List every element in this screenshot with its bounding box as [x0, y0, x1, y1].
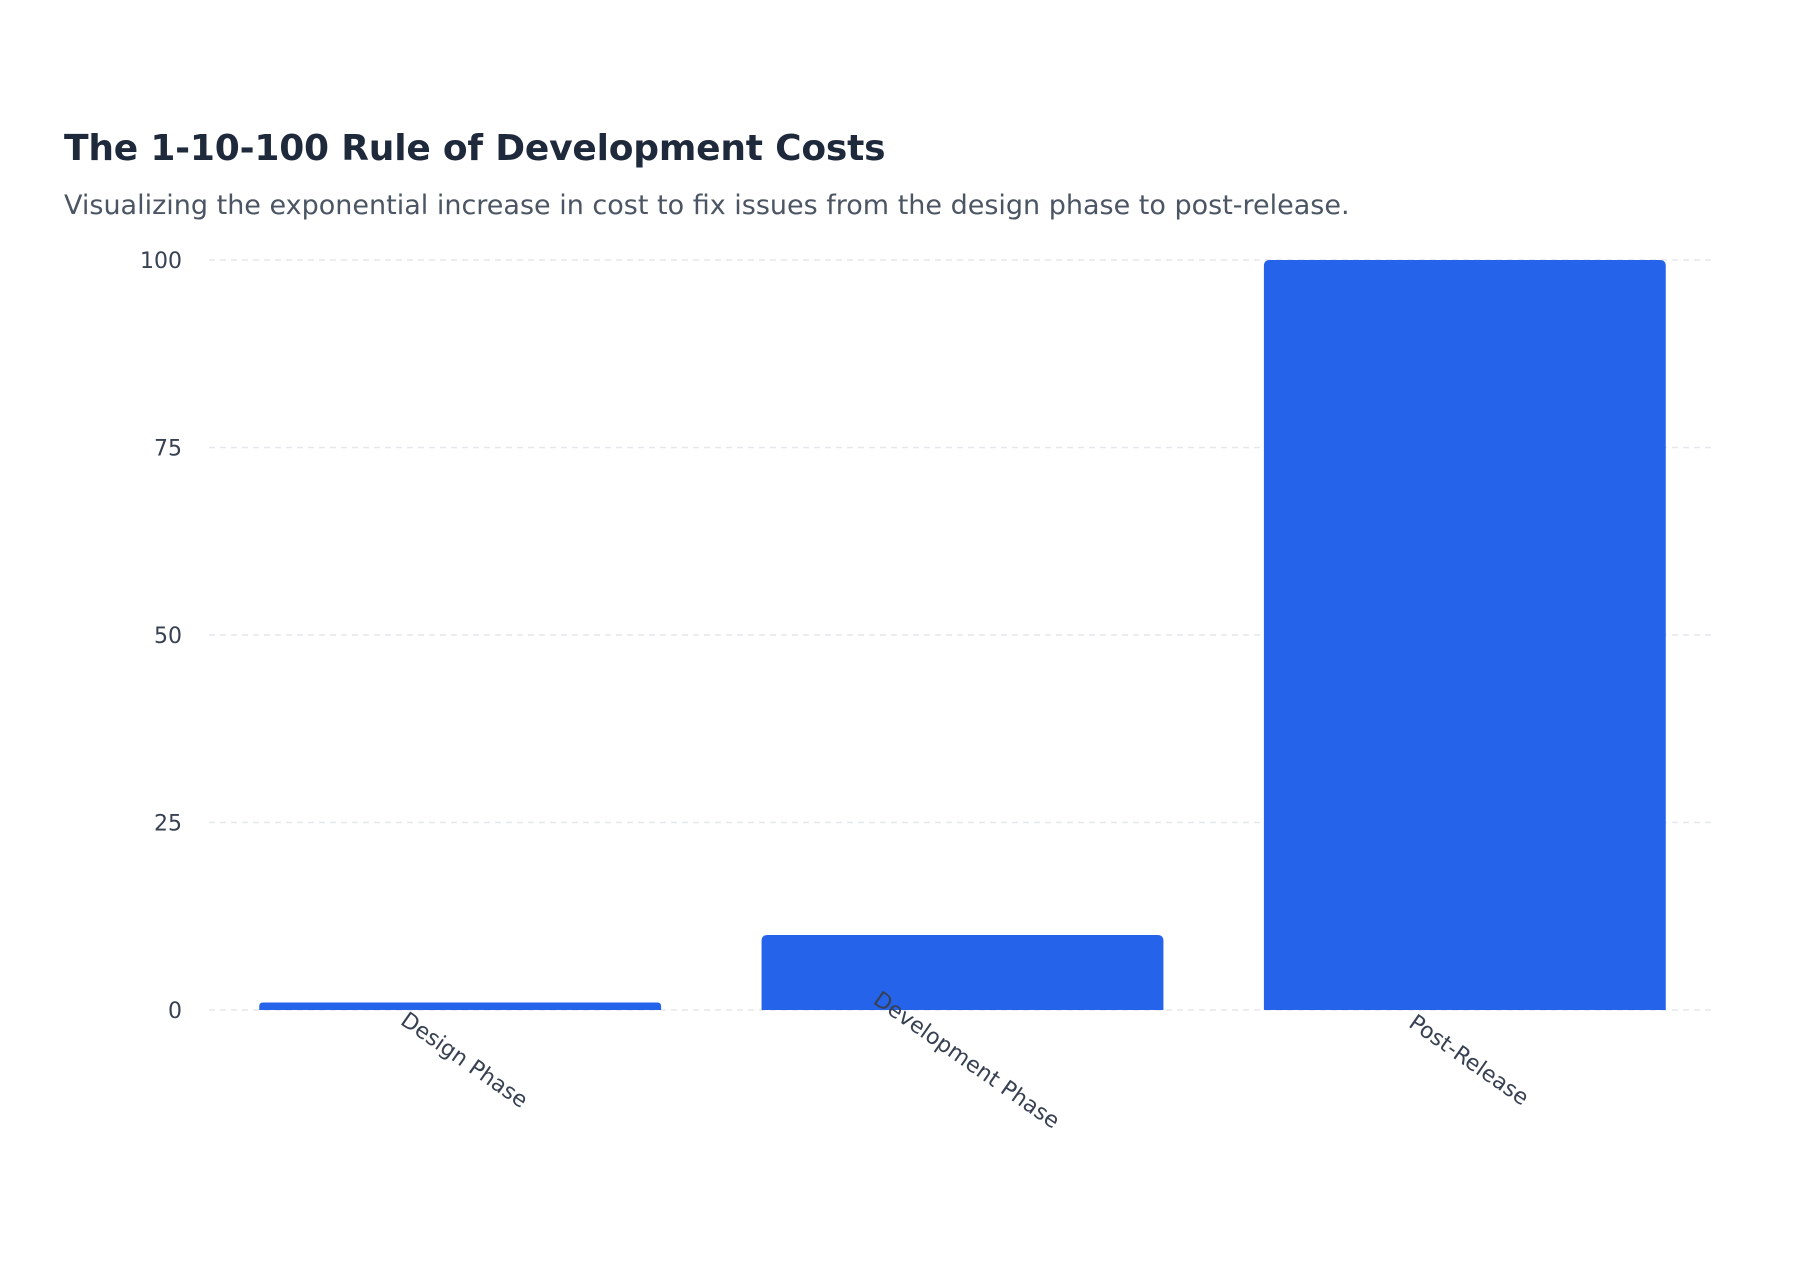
y-tick-label: 0 [168, 999, 182, 1024]
x-tick-label: Design Phase [396, 1008, 532, 1114]
y-tick-label: 100 [140, 249, 182, 274]
x-tick-label: Post-Release [1404, 1010, 1533, 1111]
y-tick-label: 75 [154, 437, 182, 462]
bar[interactable] [761, 935, 1164, 1010]
chart-title: The 1-10-100 Rule of Development Costs [64, 128, 886, 169]
bar[interactable] [1263, 260, 1666, 1010]
y-tick-label: 50 [154, 624, 182, 649]
bar[interactable] [259, 1002, 662, 1011]
chart-subtitle: Visualizing the exponential increase in … [64, 190, 1350, 221]
y-tick-label: 25 [154, 812, 182, 837]
